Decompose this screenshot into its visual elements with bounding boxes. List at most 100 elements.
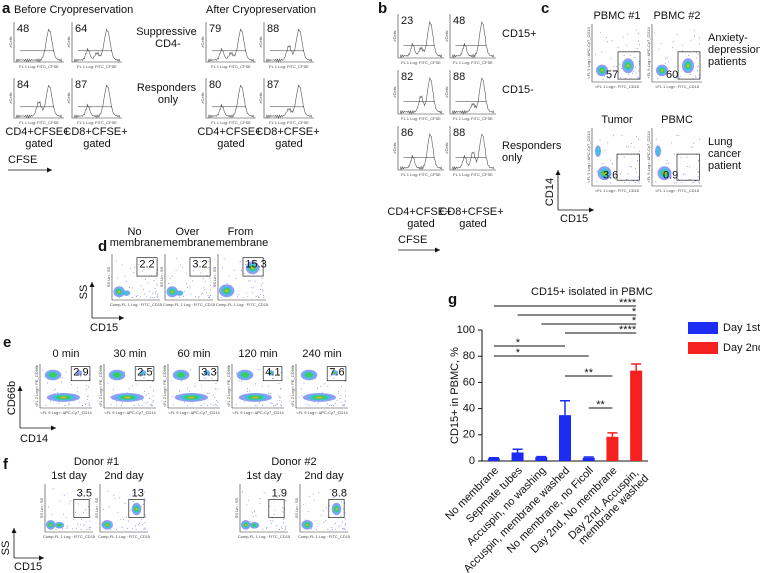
group-title: After Cryopreservation [206,4,316,16]
event-dot [133,405,135,406]
histogram [73,28,121,63]
arrow-head [47,167,52,173]
event-dot [638,40,639,42]
event-dot [345,512,347,514]
bar [535,457,548,461]
event-dot [146,401,148,403]
event-dot [135,529,137,531]
gate [198,366,219,382]
event-dot [45,404,47,406]
event-dot [303,382,305,384]
event-dot [666,159,668,161]
event-dot [168,283,169,284]
event-dot [235,372,237,374]
event-dot [259,402,261,404]
plot-y-axis-text: <FL 9 Log>: APC-Cy7_CD14 [586,131,591,183]
event-dot [344,404,346,406]
plot-y-axis-text: <FL 2 Log>: PE_CD66b [98,364,103,407]
event-dot [208,296,210,298]
event-dot [127,527,128,529]
event-dot [88,403,90,405]
plot-x-axis-text: FL 1 Log: FITC_CFSE [269,120,309,125]
plot-y-axis-text: SS Lin : SS [294,497,299,518]
event-dot [121,405,123,407]
event-dot [698,160,700,162]
plot-y-axis-text: #Cells [258,92,263,103]
text-line: Lung [708,136,736,148]
gate [128,499,145,518]
event-dot [274,513,276,515]
density-blob [686,64,690,68]
plot-x-axis-text: FL 1 Log: FITC_CFSE [19,64,59,69]
event-dot [676,135,678,136]
bar [582,457,595,461]
gate-percent: 3.5 [77,488,92,500]
event-dot [688,166,690,168]
event-dot [329,375,331,377]
gate [262,366,283,382]
event-dot [129,287,130,288]
event-dot [85,389,87,391]
event-dot [135,295,137,297]
event-dot [698,43,700,45]
event-dot [628,74,630,76]
event-dot [310,528,312,530]
event-dot [620,77,622,78]
event-dot [146,296,148,298]
event-dot [214,403,216,405]
event-dot [154,296,156,298]
event-dot [89,520,91,522]
density-blob [171,290,174,293]
histogram [15,28,63,63]
event-dot [320,514,322,516]
event-dot [250,287,252,289]
event-dot [697,66,699,68]
event-dot [602,163,604,165]
plot-axes [13,22,64,63]
text-line: Suppressive [136,26,200,38]
gate-percent: 48 [453,15,465,27]
event-dot [697,65,699,67]
event-dot [638,182,640,184]
event-dot [263,294,265,296]
density-blob [124,396,131,399]
event-dot [121,402,123,404]
plot-title: No membrane [110,226,163,249]
text-line: membrane washed [576,472,651,547]
plot-axes [239,484,288,533]
event-dot [214,369,215,371]
event-dot [623,182,625,184]
plot-axes [39,364,92,409]
event-dot [339,525,341,527]
event-dot [277,403,279,405]
text-line: Responders [502,140,564,152]
event-dot [147,393,149,395]
event-dot [175,269,177,271]
bar [487,458,500,461]
plot-y-axis-text: #Cells [200,36,205,47]
event-dot [257,296,259,298]
density-blob [600,69,604,72]
event-dot [126,281,128,283]
event-dot [156,283,158,285]
event-dot [82,511,84,513]
event-dot [62,514,64,516]
plot-y-axis-text: #Cells [258,36,263,47]
plot-x-axis-text: FL 1 Log: FITC_CFSE [453,172,493,177]
event-dot [157,296,158,298]
event-dot [247,388,249,389]
plot-axes [397,14,444,59]
event-dot [262,291,264,293]
panel-letter: a [2,0,11,17]
density-blob [75,370,83,376]
error-bar [560,399,570,416]
event-dot [596,170,598,172]
bar [511,452,524,461]
event-dot [331,527,333,528]
density-blob [316,396,323,399]
event-dot [285,529,287,530]
event-dot [298,396,300,398]
event-dot [208,267,210,268]
event-dot [255,295,257,297]
